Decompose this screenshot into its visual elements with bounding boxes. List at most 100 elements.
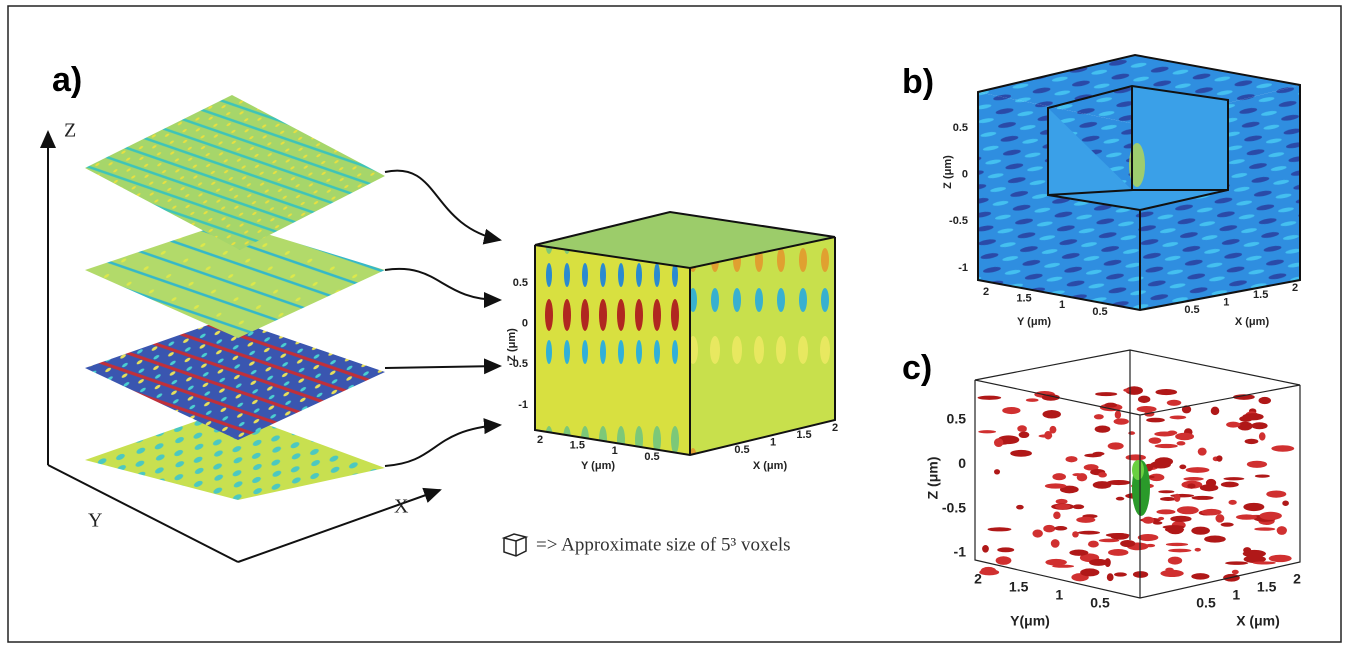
blob [1054,526,1067,530]
blob [1128,431,1135,435]
blob [1242,413,1263,420]
blob [1155,389,1177,395]
blob [1107,573,1114,581]
blob [1115,410,1121,418]
tick-label: 2 [832,422,838,434]
tick-label: 2 [1293,571,1301,587]
blob [1039,434,1053,437]
blob [1108,442,1124,449]
blob [1167,400,1182,406]
axis-label: Z [64,120,76,142]
blob [1072,531,1079,537]
blob [1269,555,1292,562]
tick-label: 1.5 [1016,293,1031,305]
layer [85,95,385,250]
blob [1200,484,1218,491]
blob [1232,570,1239,575]
tick-label: 1.5 [796,429,811,441]
blob [1156,509,1175,514]
blob [1158,490,1174,493]
axis-title: X (μm) [753,460,788,472]
blob [1017,425,1027,432]
tick-label: -0.5 [942,499,966,515]
axis-title: Y(μm) [1010,613,1050,629]
blob [994,438,1003,447]
blob [1114,572,1127,576]
blob [1056,499,1068,504]
blob [1055,504,1070,510]
blob [1175,433,1194,441]
blob [1192,496,1214,500]
blob [1183,477,1204,481]
blob [1253,561,1276,564]
blob [1266,490,1286,497]
blob [1089,559,1108,566]
blob [1078,531,1100,535]
blob [1084,454,1102,458]
blob [1098,472,1107,477]
blob [1271,445,1294,451]
tick-label: 2 [1292,282,1298,294]
cube-face [535,245,690,455]
panel-label: c) [902,349,932,387]
axis-title: X (μm) [1235,316,1270,328]
tick-label: 1 [612,445,618,457]
blob [1282,500,1289,506]
blob [1052,473,1066,480]
blob [1215,514,1224,523]
blob [1170,494,1194,497]
blob [1191,527,1210,535]
panel-label: a) [52,61,82,99]
tick-label: 1 [770,437,776,449]
blob [1277,526,1287,535]
blob [996,556,1012,565]
blob [1259,397,1272,404]
tick-label: 1.5 [1257,579,1277,595]
tick-label: 1.5 [1253,289,1268,301]
blob [1072,473,1082,476]
arrow [385,269,500,300]
tick-label: 1 [1232,587,1240,603]
axis-title: Z (μm) [925,457,941,500]
blob [1163,525,1185,529]
blob [1198,448,1207,456]
layer-stack [85,95,385,548]
tick-label: 0.5 [1196,595,1216,611]
blob [1179,464,1186,469]
tick-label: 2 [974,571,982,587]
blob [1216,455,1222,461]
blob [1259,432,1266,440]
tick-label: 0 [522,318,528,330]
blob [1095,426,1111,433]
blob [1160,570,1183,577]
cube-face [690,237,835,455]
tick-label: -1 [518,399,528,411]
blob [1043,525,1055,533]
blob [1108,549,1128,556]
blob [1160,497,1176,501]
blob [997,547,1014,552]
blob [1237,422,1252,431]
blob [1245,439,1259,444]
blob [1254,527,1275,530]
blob [1138,534,1159,541]
tick-label: -0.5 [949,215,968,227]
blob [1170,516,1191,522]
tick-label: 0 [958,455,966,471]
arrow [385,366,500,368]
blob [1010,450,1032,457]
tick-label: 0.5 [644,451,659,463]
arrows [385,171,500,466]
blob [1126,454,1146,460]
axis-title: Z (μm) [942,155,954,189]
tick-label: 0.5 [1184,304,1199,316]
blob [1195,548,1201,552]
blob [978,396,1002,400]
blob [1072,504,1084,509]
blob [988,527,1012,531]
blob [1221,482,1239,488]
legend-text: => Approximate size of 5³ voxels [536,534,791,555]
blob [1146,418,1165,423]
blob [1026,398,1039,402]
blob [1223,477,1244,480]
